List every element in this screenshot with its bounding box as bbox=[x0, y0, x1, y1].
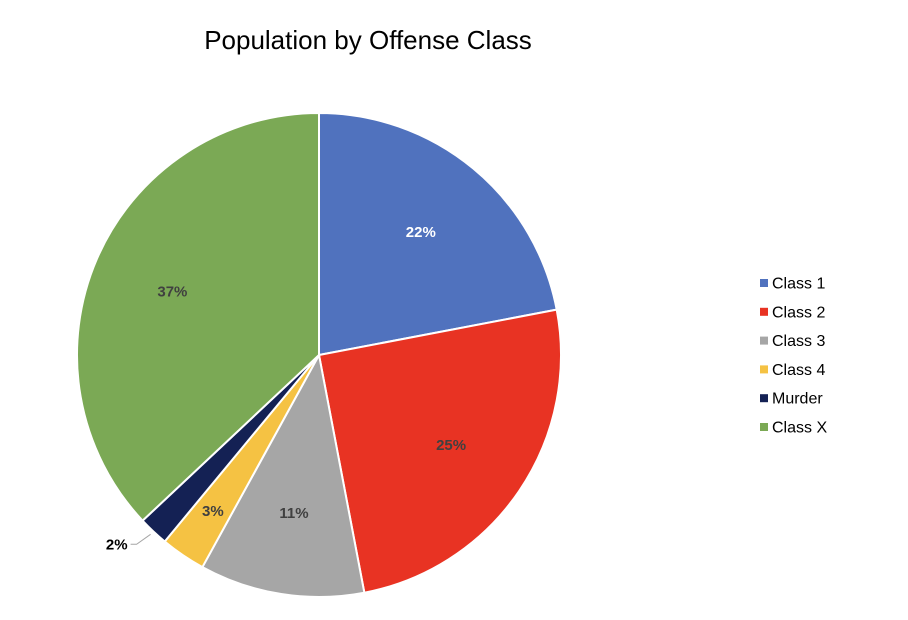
legend-entry-class-2: Class 2 bbox=[772, 304, 825, 321]
pie-slices bbox=[76, 112, 562, 598]
slice-label-class-3: 11% bbox=[279, 505, 308, 522]
pie-slice-class-x bbox=[76, 112, 320, 522]
slice-label-murder: 2% bbox=[106, 536, 128, 553]
legend-swatch-murder bbox=[760, 394, 768, 403]
leader-line-murder bbox=[130, 533, 151, 545]
legend-swatch-class-2 bbox=[760, 307, 768, 316]
slice-labels: 22% 25% 11% 3% 2% 37% bbox=[106, 224, 466, 553]
legend-swatch-class-x bbox=[760, 423, 768, 431]
legend-entry-class-4: Class 4 bbox=[772, 362, 825, 379]
pie-slice-class-2 bbox=[318, 308, 562, 594]
legend-swatch-class-3 bbox=[760, 336, 768, 345]
slice-label-class-4: 3% bbox=[202, 503, 224, 520]
slice-label-class-2: 25% bbox=[436, 437, 466, 454]
slice-label-class-x: 37% bbox=[157, 284, 187, 301]
pie-slice-class-3 bbox=[201, 354, 366, 598]
leader-lines bbox=[130, 533, 151, 545]
chart-title: Population by Offense Class bbox=[204, 25, 532, 55]
legend-entry-class-3: Class 3 bbox=[772, 333, 825, 350]
pie-slice-class-1 bbox=[318, 112, 558, 356]
legend: Class 1 Class 2 Class 3 Class 4 Murder Class … bbox=[760, 276, 827, 437]
legend-entry-murder: Murder bbox=[772, 391, 823, 408]
legend-swatch-class-4 bbox=[760, 365, 768, 374]
legend-entry-class-x: Class X bbox=[772, 420, 827, 437]
legend-swatch-class-1 bbox=[760, 279, 768, 287]
legend-entry-class-1: Class 1 bbox=[772, 276, 825, 293]
slice-label-class-1: 22% bbox=[406, 224, 436, 241]
